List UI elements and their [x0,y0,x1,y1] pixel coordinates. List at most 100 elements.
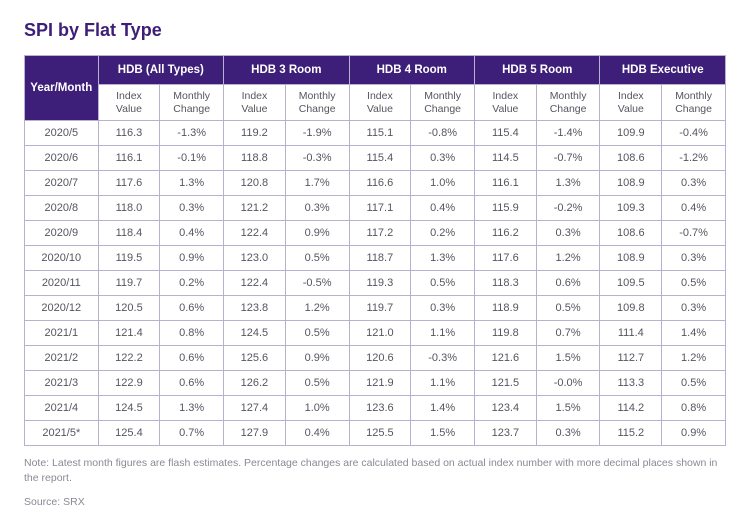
cell-index-value: 119.8 [475,321,537,346]
cell-monthly-change: 0.3% [285,196,349,221]
cell-index-value: 121.5 [475,371,537,396]
cell-index-value: 127.4 [224,396,286,421]
cell-monthly-change: 0.2% [160,271,224,296]
cell-index-value: 118.9 [475,296,537,321]
cell-index-value: 109.5 [600,271,662,296]
cell-year-month: 2020/12 [25,296,99,321]
cell-monthly-change: 1.4% [411,396,475,421]
cell-monthly-change: 0.9% [160,246,224,271]
cell-monthly-change: 0.5% [285,321,349,346]
cell-index-value: 116.3 [98,121,160,146]
cell-index-value: 121.6 [475,346,537,371]
cell-index-value: 119.7 [349,296,411,321]
cell-monthly-change: 1.3% [160,396,224,421]
cell-index-value: 123.0 [224,246,286,271]
cell-index-value: 120.6 [349,346,411,371]
cell-monthly-change: -0.7% [662,221,726,246]
cell-index-value: 109.3 [600,196,662,221]
cell-index-value: 115.4 [475,121,537,146]
cell-index-value: 123.4 [475,396,537,421]
cell-monthly-change: 0.5% [662,271,726,296]
cell-index-value: 117.6 [475,246,537,271]
cell-year-month: 2021/2 [25,346,99,371]
cell-monthly-change: 1.2% [285,296,349,321]
cell-index-value: 124.5 [224,321,286,346]
col-index-value: IndexValue [475,85,537,121]
cell-monthly-change: 0.7% [160,421,224,446]
col-group-3: HDB 5 Room [475,56,600,85]
cell-monthly-change: 0.8% [662,396,726,421]
col-group-1: HDB 3 Room [224,56,349,85]
cell-monthly-change: -1.4% [536,121,600,146]
cell-monthly-change: 0.4% [160,221,224,246]
cell-year-month: 2020/7 [25,171,99,196]
cell-index-value: 119.7 [98,271,160,296]
cell-index-value: 116.2 [475,221,537,246]
cell-monthly-change: 0.9% [285,221,349,246]
cell-year-month: 2021/1 [25,321,99,346]
cell-monthly-change: 0.3% [536,221,600,246]
cell-index-value: 123.6 [349,396,411,421]
cell-monthly-change: -0.8% [411,121,475,146]
col-monthly-change: MonthlyChange [160,85,224,121]
cell-monthly-change: 1.1% [411,321,475,346]
cell-year-month: 2021/5* [25,421,99,446]
cell-index-value: 118.3 [475,271,537,296]
table-row: 2020/11119.70.2%122.4-0.5%119.30.5%118.3… [25,271,726,296]
cell-index-value: 115.4 [349,146,411,171]
cell-index-value: 108.9 [600,171,662,196]
table-row: 2020/10119.50.9%123.00.5%118.71.3%117.61… [25,246,726,271]
table-row: 2020/9118.40.4%122.40.9%117.20.2%116.20.… [25,221,726,246]
cell-monthly-change: 0.3% [662,296,726,321]
table-row: 2021/1121.40.8%124.50.5%121.01.1%119.80.… [25,321,726,346]
table-row: 2020/5116.3-1.3%119.2-1.9%115.1-0.8%115.… [25,121,726,146]
page-title: SPI by Flat Type [24,20,726,41]
cell-monthly-change: 0.4% [411,196,475,221]
cell-index-value: 121.0 [349,321,411,346]
cell-year-month: 2021/4 [25,396,99,421]
cell-monthly-change: 0.3% [411,296,475,321]
cell-monthly-change: 0.6% [536,271,600,296]
cell-index-value: 125.4 [98,421,160,446]
cell-monthly-change: 0.5% [411,271,475,296]
cell-year-month: 2020/8 [25,196,99,221]
cell-index-value: 109.9 [600,121,662,146]
table-row: 2020/8118.00.3%121.20.3%117.10.4%115.9-0… [25,196,726,221]
cell-monthly-change: 1.2% [536,246,600,271]
cell-monthly-change: -0.2% [536,196,600,221]
cell-index-value: 121.4 [98,321,160,346]
col-index-value: IndexValue [349,85,411,121]
cell-monthly-change: 1.4% [662,321,726,346]
cell-index-value: 125.5 [349,421,411,446]
cell-year-month: 2020/6 [25,146,99,171]
cell-index-value: 114.2 [600,396,662,421]
col-monthly-change: MonthlyChange [662,85,726,121]
cell-index-value: 122.4 [224,271,286,296]
cell-year-month: 2020/11 [25,271,99,296]
cell-index-value: 115.1 [349,121,411,146]
cell-monthly-change: 0.9% [285,346,349,371]
cell-index-value: 112.7 [600,346,662,371]
cell-index-value: 123.7 [475,421,537,446]
cell-monthly-change: 0.6% [160,346,224,371]
col-group-2: HDB 4 Room [349,56,474,85]
cell-monthly-change: -0.0% [536,371,600,396]
cell-monthly-change: 0.3% [662,246,726,271]
cell-monthly-change: 0.2% [411,221,475,246]
col-monthly-change: MonthlyChange [285,85,349,121]
col-index-value: IndexValue [224,85,286,121]
col-monthly-change: MonthlyChange [411,85,475,121]
col-index-value: IndexValue [98,85,160,121]
table-row: 2021/5*125.40.7%127.90.4%125.51.5%123.70… [25,421,726,446]
cell-index-value: 127.9 [224,421,286,446]
cell-index-value: 122.9 [98,371,160,396]
cell-index-value: 116.6 [349,171,411,196]
cell-monthly-change: 0.3% [536,421,600,446]
cell-index-value: 115.2 [600,421,662,446]
cell-index-value: 116.1 [98,146,160,171]
subheader-row: IndexValueMonthlyChangeIndexValueMonthly… [25,85,726,121]
cell-index-value: 117.2 [349,221,411,246]
cell-index-value: 118.4 [98,221,160,246]
cell-monthly-change: 0.4% [662,196,726,221]
cell-monthly-change: -0.4% [662,121,726,146]
